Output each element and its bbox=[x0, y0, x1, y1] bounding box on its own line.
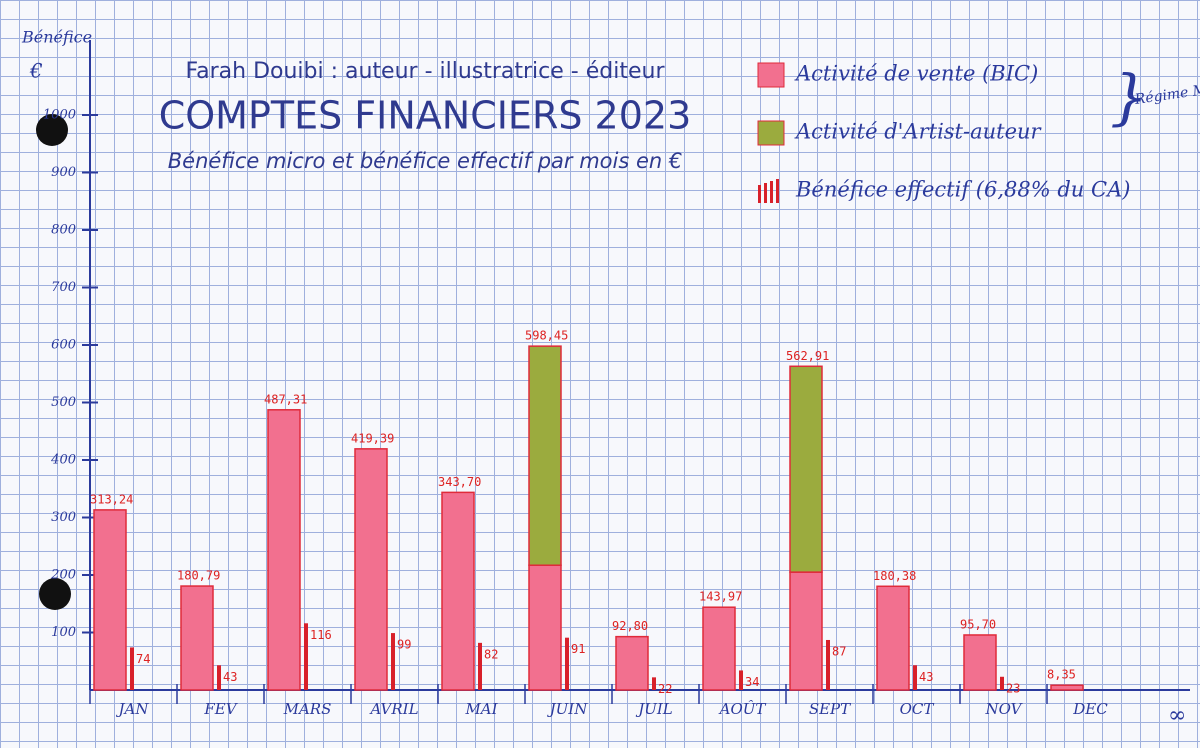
y-tick-label: 1000 bbox=[43, 108, 76, 123]
bar-segment bbox=[876, 585, 910, 691]
y-tick-label: 900 bbox=[51, 165, 76, 180]
legend-swatch bbox=[764, 183, 767, 203]
effective-label: 23 bbox=[1006, 681, 1020, 695]
bar-segment bbox=[789, 571, 823, 691]
y-tick-label: 700 bbox=[51, 280, 76, 295]
x-tick-label: SEPT bbox=[809, 700, 851, 718]
bar-segment bbox=[441, 491, 475, 691]
effective-bar bbox=[478, 642, 482, 690]
legend-label: Activité de vente (BIC) bbox=[794, 62, 1038, 86]
punch-hole bbox=[39, 578, 71, 610]
total-label: 419,39 bbox=[351, 431, 394, 445]
x-tick-label: NOV bbox=[985, 700, 1024, 718]
x-tick-label: MAI bbox=[464, 700, 498, 718]
effective-bar bbox=[826, 639, 830, 690]
total-label: 180,79 bbox=[177, 569, 220, 583]
legend-swatch bbox=[757, 62, 785, 88]
y-tick-label: 300 bbox=[51, 510, 76, 525]
axis-end-note: ∞ bbox=[1168, 703, 1186, 728]
effective-bar bbox=[217, 665, 221, 690]
bar-segment bbox=[615, 635, 649, 691]
bar-segment bbox=[93, 509, 127, 691]
x-tick-label: FEV bbox=[203, 700, 238, 718]
effective-label: 22 bbox=[658, 682, 672, 696]
bar-segment bbox=[180, 585, 214, 691]
legend-label: Bénéfice effectif (6,88% du CA) bbox=[795, 178, 1130, 202]
header: Farah Douibi : auteur - illustratrice - … bbox=[185, 59, 665, 84]
bar-segment bbox=[963, 634, 997, 691]
bar-segment bbox=[267, 409, 301, 691]
subtitle: Bénéfice micro et bénéfice effectif par … bbox=[168, 149, 682, 173]
y-tick-label: 200 bbox=[50, 568, 76, 583]
y-tick-label: 100 bbox=[51, 625, 76, 640]
x-tick-label: MARS bbox=[283, 700, 332, 718]
effective-label: 43 bbox=[223, 670, 237, 684]
y-axis-unit: € bbox=[29, 59, 43, 83]
x-tick-label: JUIL bbox=[635, 700, 673, 718]
total-label: 95,70 bbox=[960, 617, 996, 631]
effective-bar bbox=[652, 677, 656, 690]
y-axis-label: Bénéfice bbox=[21, 28, 92, 47]
effective-bar bbox=[739, 670, 743, 690]
total-label: 313,24 bbox=[90, 492, 133, 506]
effective-bar bbox=[913, 665, 917, 690]
bar-segment bbox=[528, 564, 562, 691]
effective-label: 87 bbox=[832, 644, 846, 658]
effective-label: 74 bbox=[136, 652, 150, 666]
total-label: 143,97 bbox=[699, 590, 742, 604]
effective-label: 116 bbox=[310, 628, 332, 642]
x-tick-label: JAN bbox=[116, 700, 150, 718]
y-tick-label: 500 bbox=[51, 395, 76, 410]
total-label: 343,70 bbox=[438, 475, 481, 489]
legend-swatch bbox=[758, 185, 761, 203]
total-label: 8,35 bbox=[1047, 668, 1076, 682]
x-tick-label: AOÛT bbox=[718, 700, 767, 718]
brace: } bbox=[1110, 63, 1148, 133]
legend-swatch bbox=[757, 120, 785, 146]
effective-bar bbox=[130, 647, 134, 690]
bar-segment bbox=[1050, 684, 1084, 691]
bar-segment bbox=[528, 345, 562, 566]
y-tick-label: 400 bbox=[50, 453, 76, 468]
effective-label: 82 bbox=[484, 647, 498, 661]
effective-label: 91 bbox=[571, 642, 585, 656]
effective-bar bbox=[304, 623, 308, 690]
total-label: 598,45 bbox=[525, 328, 568, 342]
chart-title: COMPTES FINANCIERS 2023 bbox=[159, 94, 692, 138]
legend-swatch bbox=[776, 179, 779, 203]
effective-label: 43 bbox=[919, 670, 933, 684]
effective-bar bbox=[1000, 676, 1004, 690]
total-label: 180,38 bbox=[873, 569, 916, 583]
x-tick-label: AVRIL bbox=[368, 700, 418, 718]
y-tick-label: 800 bbox=[51, 223, 76, 238]
y-tick-label: 600 bbox=[51, 338, 76, 353]
legend-label: Activité d'Artist-auteur bbox=[794, 120, 1043, 144]
effective-label: 99 bbox=[397, 638, 411, 652]
punch-hole bbox=[36, 114, 68, 146]
effective-label: 34 bbox=[745, 675, 759, 689]
total-label: 487,31 bbox=[264, 392, 307, 406]
x-tick-label: OCT bbox=[900, 700, 935, 718]
x-tick-label: DEC bbox=[1072, 700, 1108, 718]
bar-segment bbox=[354, 448, 388, 691]
bar-segment bbox=[789, 365, 823, 573]
total-label: 562,91 bbox=[786, 349, 829, 363]
legend-swatch bbox=[770, 181, 773, 203]
effective-bar bbox=[391, 633, 395, 690]
bar-segment bbox=[702, 606, 736, 691]
total-label: 92,80 bbox=[612, 619, 648, 633]
x-tick-label: JUIN bbox=[547, 700, 589, 718]
effective-bar bbox=[565, 637, 569, 690]
